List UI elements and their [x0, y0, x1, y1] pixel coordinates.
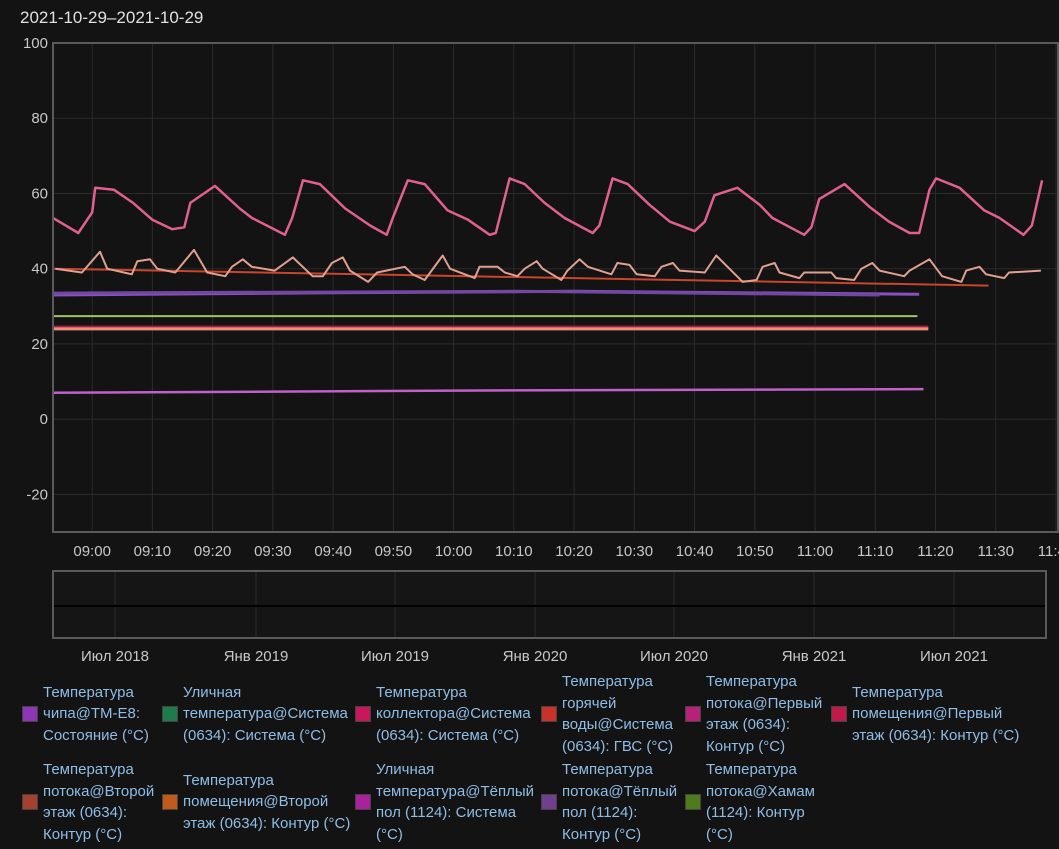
- legend-item[interactable]: Температура помещения@Второй этаж (0634)…: [162, 770, 355, 835]
- x-tick-label: 11:20: [917, 543, 953, 560]
- legend-swatch-icon: [22, 706, 38, 722]
- x-tick-label: 11:10: [857, 543, 893, 560]
- legend-label: Уличная температура@Тёплый пол (1124): С…: [376, 761, 534, 843]
- chart-title: 2021-10-29–2021-10-29: [20, 8, 204, 27]
- legend-swatch-icon: [22, 794, 38, 810]
- legend-swatch-icon: [831, 706, 847, 722]
- line-chart[interactable]: 100 80 60 40 20 0 -20 09:00 09:10 09:20 09:30 09:40…: [0, 0, 1059, 670]
- series-line[interactable]: [52, 267, 989, 287]
- x-tick-label: 10:10: [495, 543, 533, 560]
- x-tick-label: 09:50: [375, 543, 413, 560]
- legend-swatch-icon: [355, 794, 371, 810]
- legend-label: Температура помещения@Первый этаж (0634)…: [852, 683, 1020, 744]
- x-tick-label: 10:20: [555, 543, 593, 560]
- legend-item[interactable]: Температура чипа@TM-E8: Состояние (°C): [22, 682, 162, 747]
- x-tick-label: 09:10: [134, 543, 172, 560]
- navigator-label: Янв 2019: [224, 648, 289, 665]
- navigator-label: Июл 2018: [81, 648, 149, 665]
- y-tick-label: 80: [31, 110, 48, 127]
- legend-item[interactable]: Температура потока@Тёплый пол (1124): Ко…: [541, 759, 685, 845]
- legend-item[interactable]: Уличная температура@Тёплый пол (1124): С…: [355, 759, 541, 845]
- legend-label: Температура потока@Первый этаж (0634): К…: [706, 673, 823, 755]
- legend-label: Температура горячей воды@Система (0634):…: [562, 673, 674, 755]
- legend-item[interactable]: Температура потока@Хамам (1124): Контур …: [685, 759, 831, 845]
- y-tick-label: 40: [31, 261, 48, 278]
- legend-label: Температура помещения@Второй этаж (0634)…: [183, 771, 351, 832]
- x-tick-label: 10:00: [435, 543, 473, 560]
- legend-swatch-icon: [162, 794, 178, 810]
- series-line[interactable]: [55, 248, 1041, 283]
- legend-label: Температура потока@Второй этаж (0634): К…: [43, 761, 155, 843]
- legend-swatch-icon: [541, 706, 557, 722]
- series-line[interactable]: [52, 387, 924, 395]
- y-tick-label: -20: [26, 486, 48, 503]
- legend-item[interactable]: Температура горячей воды@Система (0634):…: [541, 671, 685, 757]
- legend: Температура чипа@TM-E8: Состояние (°C) Ул…: [22, 670, 1052, 846]
- legend-swatch-icon: [685, 794, 701, 810]
- y-tick-label: 20: [31, 336, 48, 353]
- legend-row: Температура потока@Второй этаж (0634): К…: [22, 758, 1052, 846]
- legend-item[interactable]: Температура помещения@Первый этаж (0634)…: [831, 682, 1031, 747]
- navigator-label: Янв 2020: [503, 648, 568, 665]
- legend-swatch-icon: [355, 706, 371, 722]
- legend-row: Температура чипа@TM-E8: Состояние (°C) Ул…: [22, 670, 1052, 758]
- legend-item[interactable]: Температура потока@Второй этаж (0634): К…: [22, 759, 162, 845]
- x-tick-label: 11:30: [978, 543, 1014, 560]
- navigator-label: Июл 2021: [920, 648, 988, 665]
- x-tick-label: 11:00: [797, 543, 833, 560]
- series-line[interactable]: [52, 289, 880, 297]
- x-tick-label: 10:30: [616, 543, 654, 560]
- plot-border: [52, 42, 1059, 533]
- x-tick-label: 09:20: [194, 543, 232, 560]
- navigator-label: Июл 2020: [640, 648, 708, 665]
- x-tick-label: 09:00: [73, 543, 111, 560]
- x-tick-label: 09:30: [254, 543, 292, 560]
- navigator-label: Янв 2021: [782, 648, 847, 665]
- legend-label: Температура чипа@TM-E8: Состояние (°C): [43, 683, 149, 744]
- legend-swatch-icon: [162, 706, 178, 722]
- x-tick-label: 10:50: [736, 543, 774, 560]
- legend-label: Температура потока@Хамам (1124): Контур …: [706, 761, 815, 843]
- x-tick-label: 09:40: [314, 543, 352, 560]
- navigator-label: Июл 2019: [361, 648, 429, 665]
- y-tick-label: 100: [23, 35, 48, 52]
- legend-item[interactable]: Температура коллектора@Система (0634): С…: [355, 682, 541, 747]
- legend-swatch-icon: [685, 706, 701, 722]
- legend-swatch-icon: [541, 794, 557, 810]
- plot-area: [53, 43, 1059, 532]
- legend-label: Температура потока@Тёплый пол (1124): Ко…: [562, 761, 678, 843]
- x-tick-label: 10:40: [676, 543, 714, 560]
- series-line[interactable]: [52, 177, 1044, 237]
- y-tick-label: 60: [31, 185, 48, 202]
- x-tick-label: 11:40: [1038, 543, 1059, 560]
- navigator[interactable]: [52, 570, 1047, 639]
- legend-item[interactable]: Уличная температура@Система (0634): Сист…: [162, 682, 355, 747]
- legend-label: Уличная температура@Система (0634): Сист…: [183, 683, 348, 744]
- y-tick-label: 0: [40, 411, 48, 428]
- legend-label: Температура коллектора@Система (0634): С…: [376, 683, 531, 744]
- legend-item[interactable]: Температура потока@Первый этаж (0634): К…: [685, 671, 831, 757]
